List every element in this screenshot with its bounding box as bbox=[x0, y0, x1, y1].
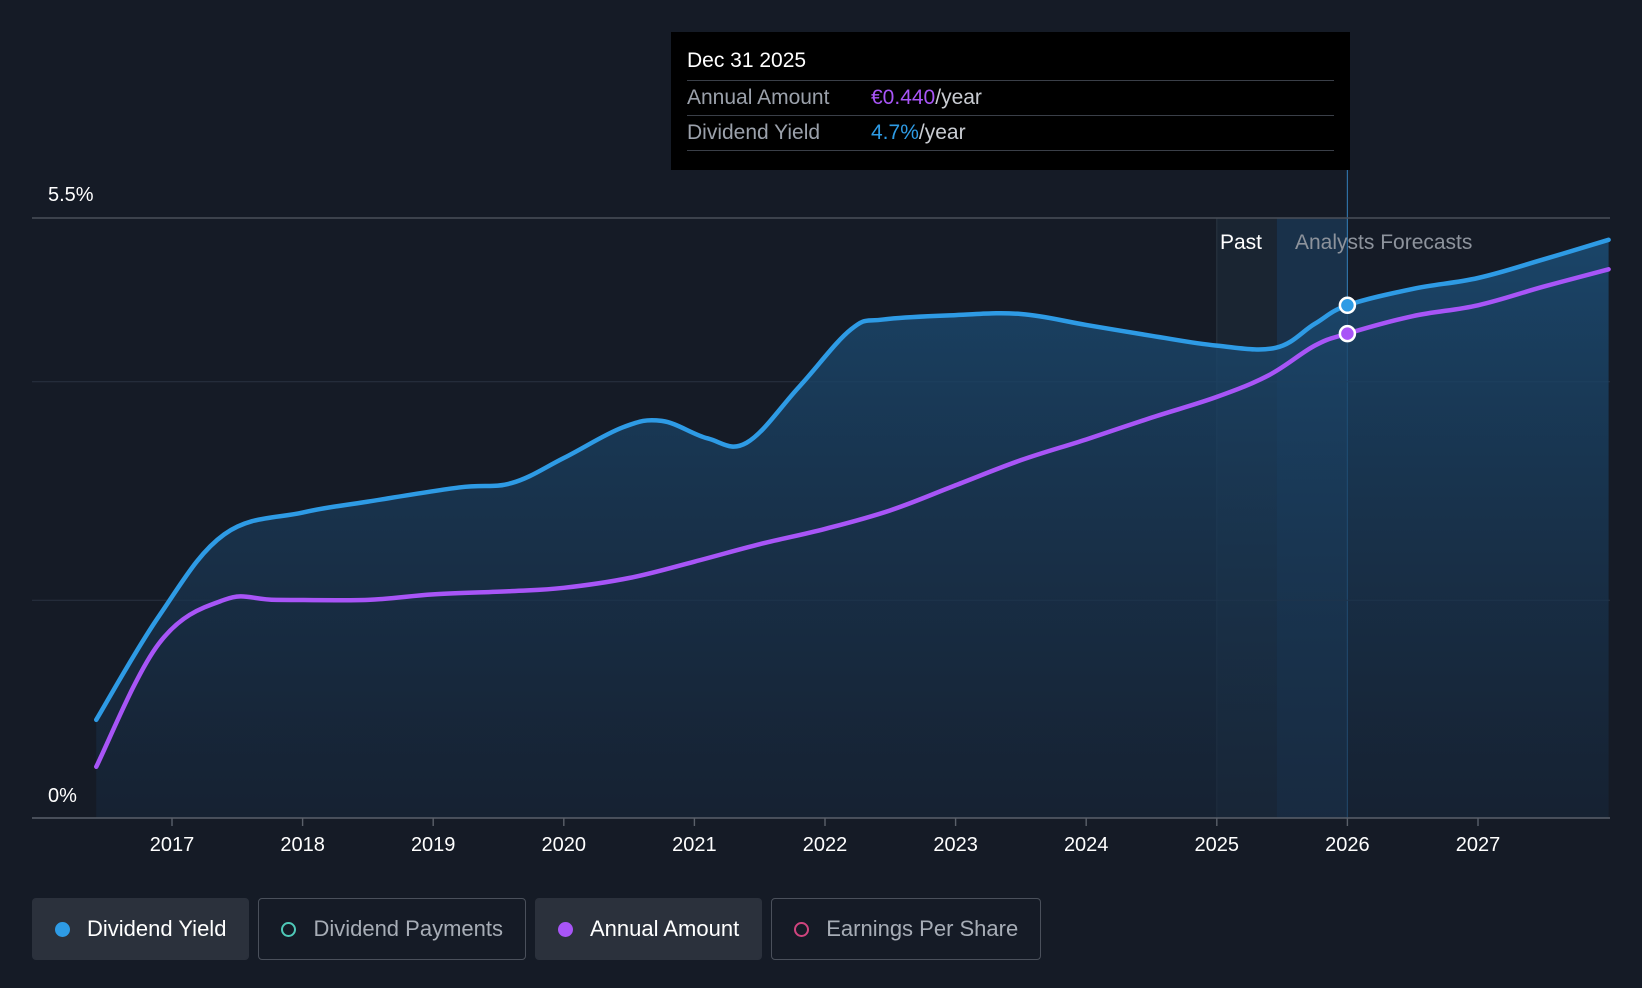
legend-earnings-per-share-button[interactable]: Earnings Per Share bbox=[771, 898, 1042, 960]
highlight-markers bbox=[1338, 296, 1357, 343]
x-tick-label: 2023 bbox=[933, 834, 978, 856]
legend-dividend-payments-button[interactable]: Dividend Payments bbox=[258, 898, 526, 960]
annual-amount-marker bbox=[1338, 324, 1357, 343]
tooltip-value: €0.440 bbox=[871, 86, 936, 109]
y-axis-min-label: 0% bbox=[48, 785, 77, 807]
dividend-yield-line bbox=[94, 237, 1611, 723]
legend-dot-icon bbox=[557, 921, 573, 937]
legend-label: Dividend Payments bbox=[313, 916, 503, 941]
x-tick-label: 2021 bbox=[672, 834, 717, 856]
past-label: Past bbox=[1220, 231, 1262, 254]
legend-label: Annual Amount bbox=[589, 916, 740, 941]
x-tick-label: 2022 bbox=[803, 834, 848, 856]
x-tick-label: 2026 bbox=[1325, 834, 1370, 856]
x-tick-label: 2020 bbox=[542, 834, 587, 856]
x-tick-label: 2025 bbox=[1195, 834, 1240, 856]
y-axis-max-label: 5.5% bbox=[48, 184, 94, 206]
x-tick-label: 2017 bbox=[150, 834, 195, 856]
legend-annual-amount-button[interactable]: Annual Amount bbox=[534, 898, 763, 960]
x-tick-label: 2019 bbox=[411, 834, 456, 856]
legend-ring-icon bbox=[281, 921, 297, 937]
x-tick-label: 2024 bbox=[1064, 834, 1109, 856]
tooltip-row-dividend-yield: Dividend Yield 4.7% /year bbox=[687, 116, 1334, 151]
tooltip: Dec 31 2025 Annual Amount €0.440 /year D… bbox=[671, 32, 1350, 170]
x-tick-label: 2027 bbox=[1456, 834, 1501, 856]
x-axis: 2017 2018 2019 2020 2021 2022 2023 2024 2025 2026… bbox=[32, 817, 1610, 856]
x-tick-label: 2018 bbox=[280, 834, 325, 856]
legend-label: Earnings Per Share bbox=[826, 916, 1019, 941]
forecast-label: Analysts Forecasts bbox=[1295, 231, 1472, 254]
legend-dot-icon bbox=[55, 921, 70, 937]
tooltip-date: Dec 31 2025 bbox=[687, 46, 1334, 81]
legend-label: Dividend Yield bbox=[87, 916, 227, 941]
tooltip-unit: /year bbox=[918, 121, 966, 144]
tooltip-value: 4.7% bbox=[871, 121, 919, 144]
tooltip-row-annual-amount: Annual Amount €0.440 /year bbox=[687, 81, 1334, 116]
tooltip-unit: /year bbox=[935, 86, 982, 109]
tooltip-key: Dividend Yield bbox=[687, 121, 821, 144]
tooltip-key: Annual Amount bbox=[687, 86, 830, 109]
dividend-yield-marker bbox=[1338, 296, 1357, 315]
legend-dividend-yield-button[interactable]: Dividend Yield bbox=[32, 898, 250, 960]
series-areas bbox=[96, 239, 1609, 818]
dividend-yield-area bbox=[96, 239, 1609, 818]
legend-ring-icon bbox=[794, 921, 810, 937]
legend: Dividend Yield Dividend Payments Annual … bbox=[32, 898, 1042, 960]
